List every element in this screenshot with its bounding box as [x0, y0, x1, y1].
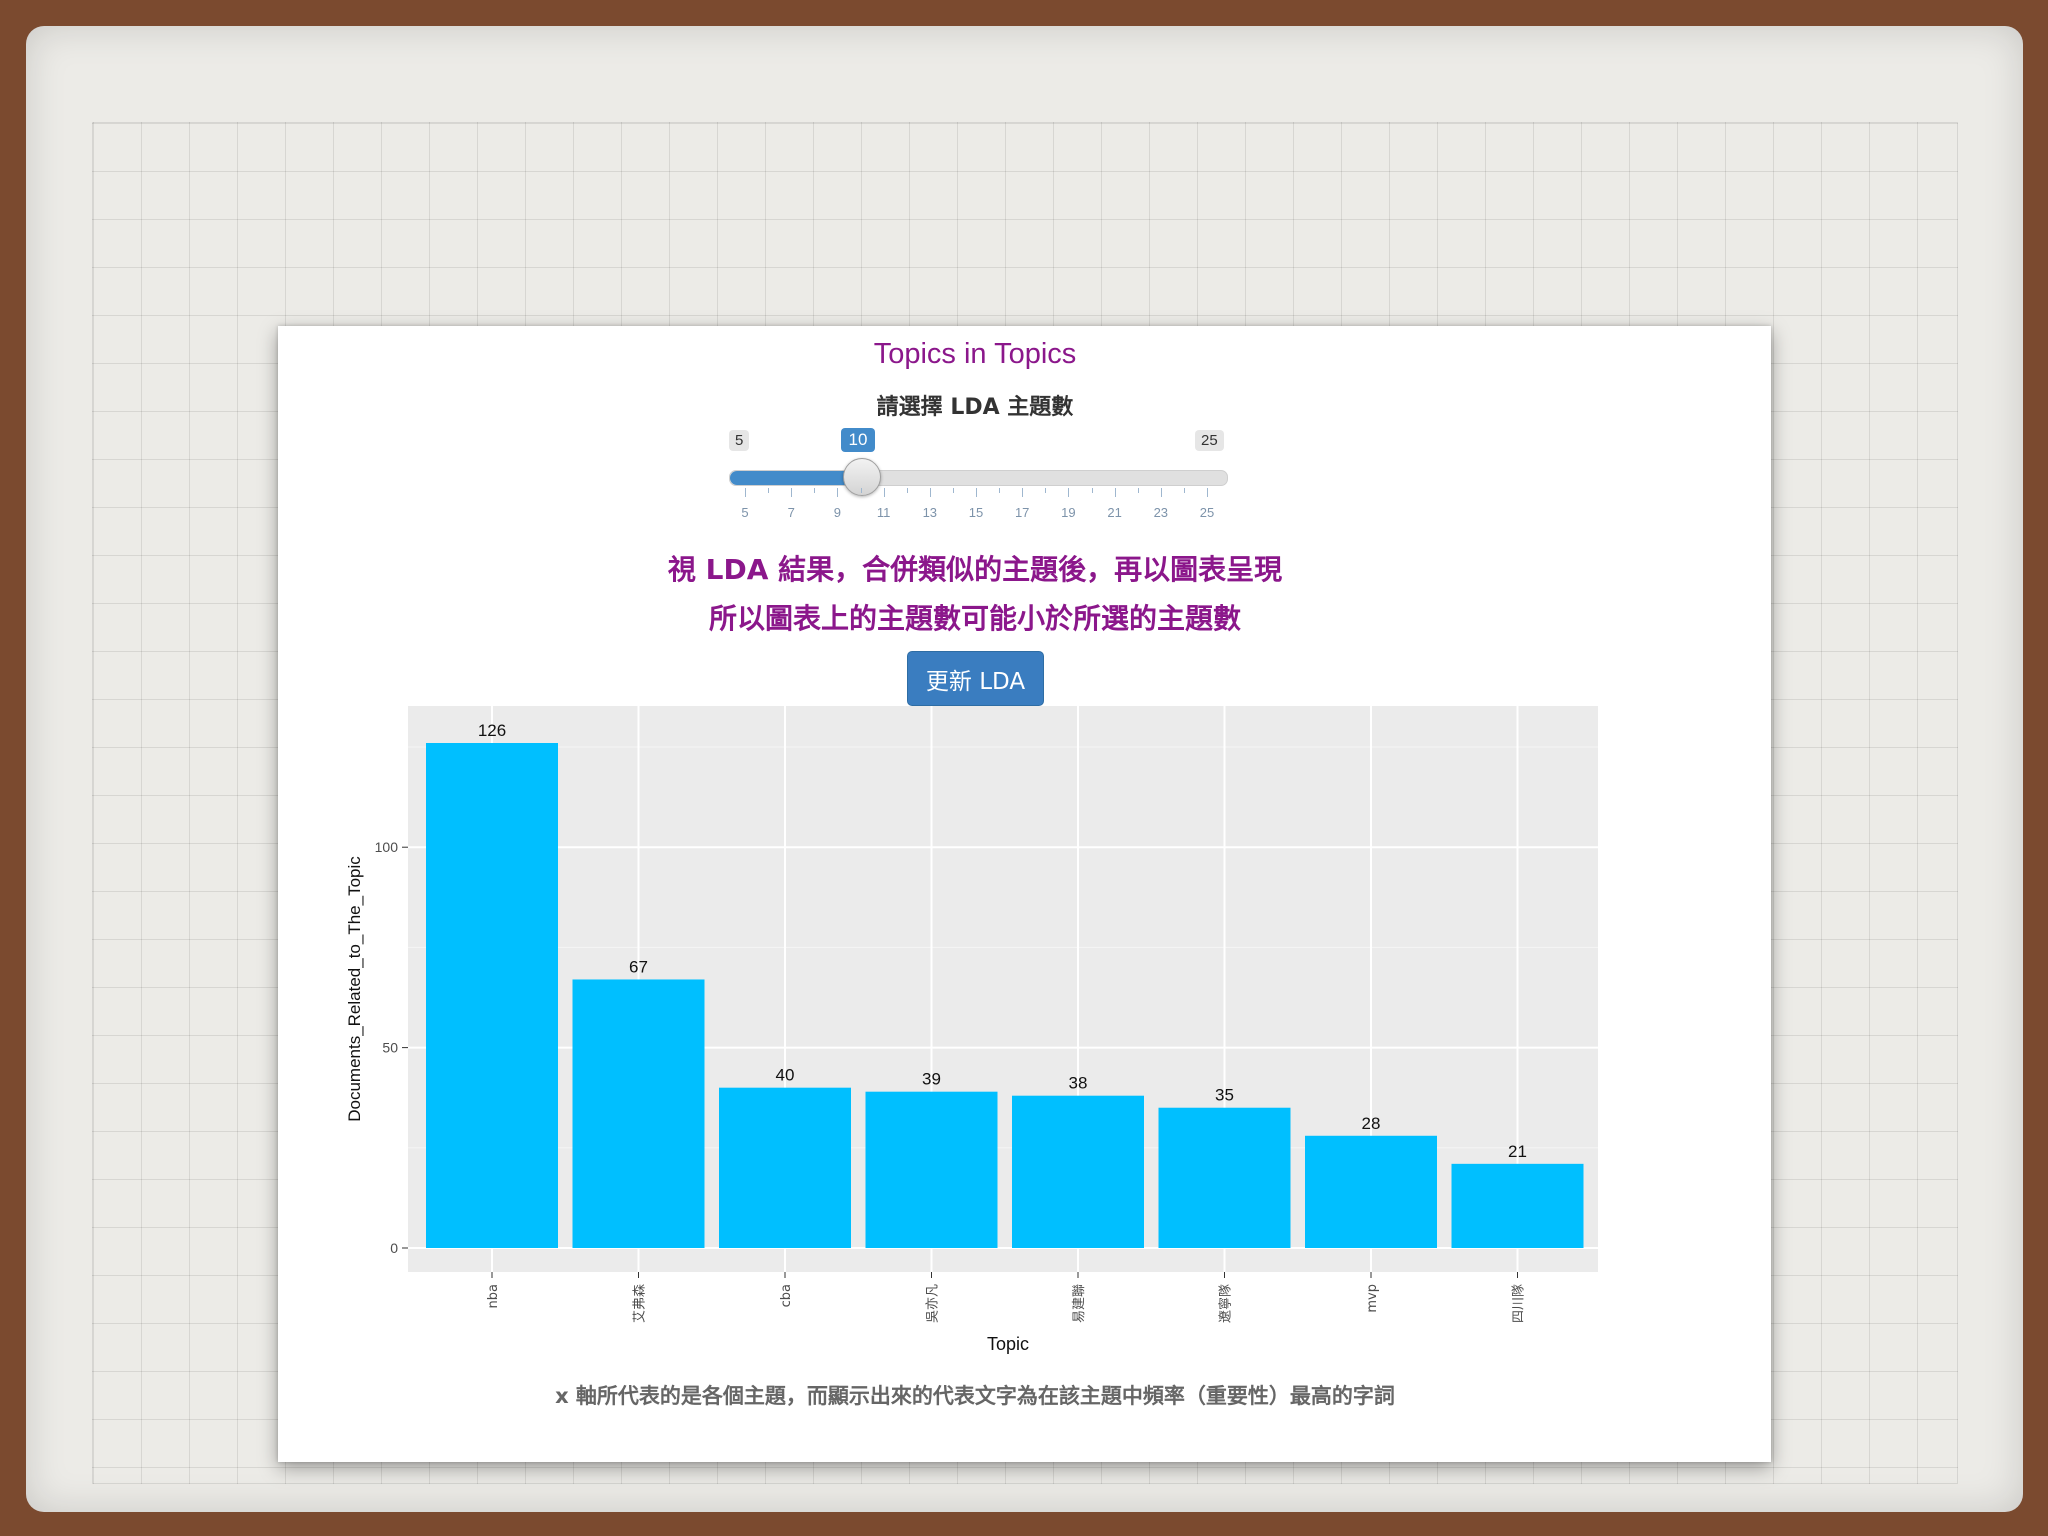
slider-tick: [1137, 488, 1139, 493]
slider-tick: [860, 488, 862, 493]
slider-tick: [999, 488, 1001, 493]
y-tick-label: 50: [382, 1040, 398, 1056]
bar-value-label: 21: [1508, 1142, 1527, 1161]
bar-value-label: 28: [1362, 1114, 1381, 1133]
bar-value-label: 40: [776, 1066, 795, 1085]
bar: [426, 743, 558, 1248]
x-tick-label: mvp: [1365, 1284, 1380, 1313]
bar: [719, 1087, 851, 1248]
update-lda-button[interactable]: 更新 LDA: [907, 651, 1044, 706]
slider-tick: [814, 488, 816, 493]
x-axis-label: Topic: [987, 1334, 1029, 1354]
slider-max-label: 25: [1195, 430, 1224, 451]
topic-bar-chart: 0 50 100 126 nba 67 艾弗森 40 cba 39 吳亦凡 38 易建聯 35 遼寧隊 28 m…: [345, 706, 1598, 1354]
bar-value-label: 67: [629, 957, 648, 976]
slider-tick-label: 21: [1107, 505, 1122, 520]
slider-tick: [906, 488, 908, 493]
slider-tick: [976, 488, 977, 497]
slider-tick: [952, 488, 954, 493]
slider-tick: [1114, 488, 1116, 497]
slider-tick-label: 9: [833, 505, 842, 520]
bar-value-label: 35: [1215, 1086, 1234, 1105]
slider-min-label: 5: [729, 430, 750, 451]
x-tick-label: nba: [486, 1284, 501, 1308]
x-tick-label: 遼寧隊: [1218, 1284, 1234, 1323]
slider-tick: [929, 488, 931, 497]
slider-tick-label: 5: [741, 505, 749, 520]
bar: [1012, 1095, 1144, 1248]
slider-tick-label: 23: [1153, 505, 1169, 520]
bar: [1158, 1107, 1291, 1248]
slider-tick: [1183, 488, 1185, 493]
slider-track-fill: [730, 471, 862, 485]
slider-tick-label: 11: [876, 505, 891, 520]
x-tick-label: 艾弗森: [633, 1284, 648, 1323]
slider-tick: [1160, 488, 1162, 497]
y-tick-label: 0: [390, 1240, 398, 1256]
bar-value-label: 126: [478, 721, 506, 740]
slider-handle[interactable]: [842, 458, 881, 496]
slider-tick-label: 17: [1014, 505, 1030, 520]
chart-footnote: x 軸所代表的是各個主題，而顯示出來的代表文字為在該主題中頻率（重要性）最高的字…: [555, 1384, 1395, 1408]
slider-tick: [791, 488, 793, 497]
slider-label: 請選擇 LDA 主題數: [876, 395, 1074, 420]
bar-value-label: 39: [922, 1070, 941, 1089]
slider-tick: [883, 488, 885, 497]
slider-tick: [1068, 488, 1070, 497]
bar: [1451, 1163, 1584, 1248]
slider-tick: [837, 488, 839, 497]
y-axis-label: Documents_Related_to_The_Topic: [345, 856, 364, 1122]
slider-tick: [745, 488, 746, 497]
slider-track[interactable]: [729, 470, 1228, 486]
slider-tick: [1207, 488, 1208, 497]
slider-value-label: 10: [840, 428, 876, 452]
slider-tick: [768, 488, 770, 493]
slider-tick: [1022, 488, 1024, 497]
slider-tick-label: 13: [922, 505, 938, 520]
x-tick-label: cba: [779, 1284, 794, 1307]
note-line-1: 視 LDA 結果，合併類似的主題後，再以圖表呈現: [667, 553, 1283, 586]
slider-tick-label: 7: [787, 505, 795, 520]
x-tick-label: 四川隊: [1511, 1284, 1527, 1323]
page-title: Topics in Topics: [873, 338, 1077, 370]
slider-tick: [1045, 488, 1047, 493]
y-tick-label: 100: [375, 839, 399, 855]
slider-tick: [1091, 488, 1093, 493]
slider-tick-label: 19: [1061, 505, 1076, 520]
x-tick-label: 易建聯: [1072, 1284, 1087, 1323]
bar: [1305, 1135, 1437, 1248]
x-tick-label: 吳亦凡: [925, 1284, 941, 1323]
note-line-2: 所以圖表上的主題數可能小於所選的主題數: [708, 602, 1241, 635]
app-panel: Topics in Topics 請選擇 LDA 主題數 5 25 10 5 7 9…: [278, 326, 1771, 1462]
bar: [865, 1091, 998, 1248]
slider-tick-label: 15: [968, 505, 984, 520]
slider-tick-label: 25: [1199, 505, 1215, 520]
bar-value-label: 38: [1069, 1074, 1088, 1093]
bar: [572, 979, 705, 1248]
